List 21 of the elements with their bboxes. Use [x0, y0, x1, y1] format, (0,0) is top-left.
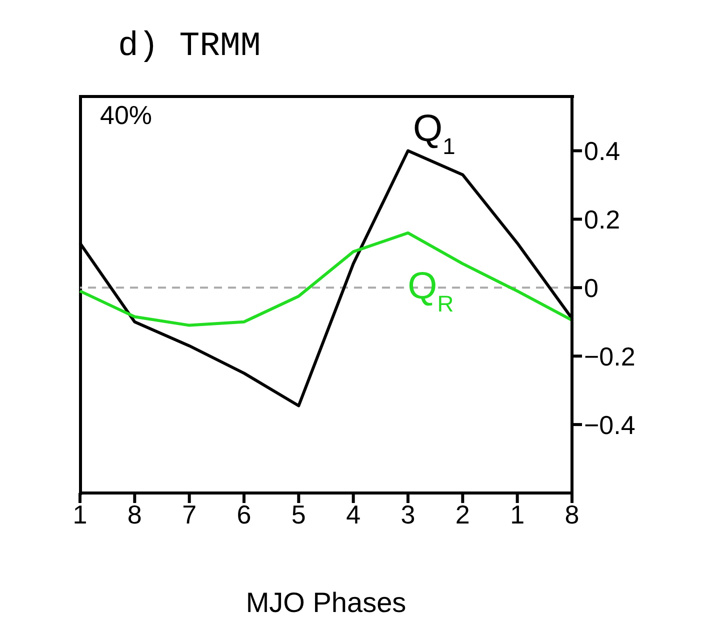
- y-tick-label: −0.4: [584, 410, 636, 440]
- x-tick-label: 3: [400, 499, 416, 530]
- x-tick-label: 6: [236, 499, 252, 530]
- x-tick-label: 1: [72, 499, 88, 530]
- x-tick-label: 4: [346, 499, 361, 530]
- x-tick-label: 8: [127, 499, 142, 530]
- annotation: 40%: [100, 100, 152, 131]
- y-tick-label: 0: [584, 272, 598, 303]
- x-tick-label: 2: [455, 499, 470, 530]
- x-tick-label: 8: [564, 499, 580, 530]
- x-tick-label: 7: [182, 499, 197, 530]
- x-tick-label: 1: [510, 499, 525, 530]
- x-axis-title: MJO Phases: [246, 587, 406, 618]
- y-tick-label: −0.2: [584, 341, 636, 372]
- line-series: [78, 231, 574, 327]
- series-label: Q$_{R}$: [408, 266, 454, 317]
- series-label: Q$_{1}$: [413, 108, 456, 159]
- chart-title: d) TRMM: [118, 28, 261, 66]
- y-tick-label: 0.4: [584, 136, 620, 166]
- x-tick-label: 5: [291, 499, 306, 530]
- y-tick-label: 0.2: [584, 204, 620, 234]
